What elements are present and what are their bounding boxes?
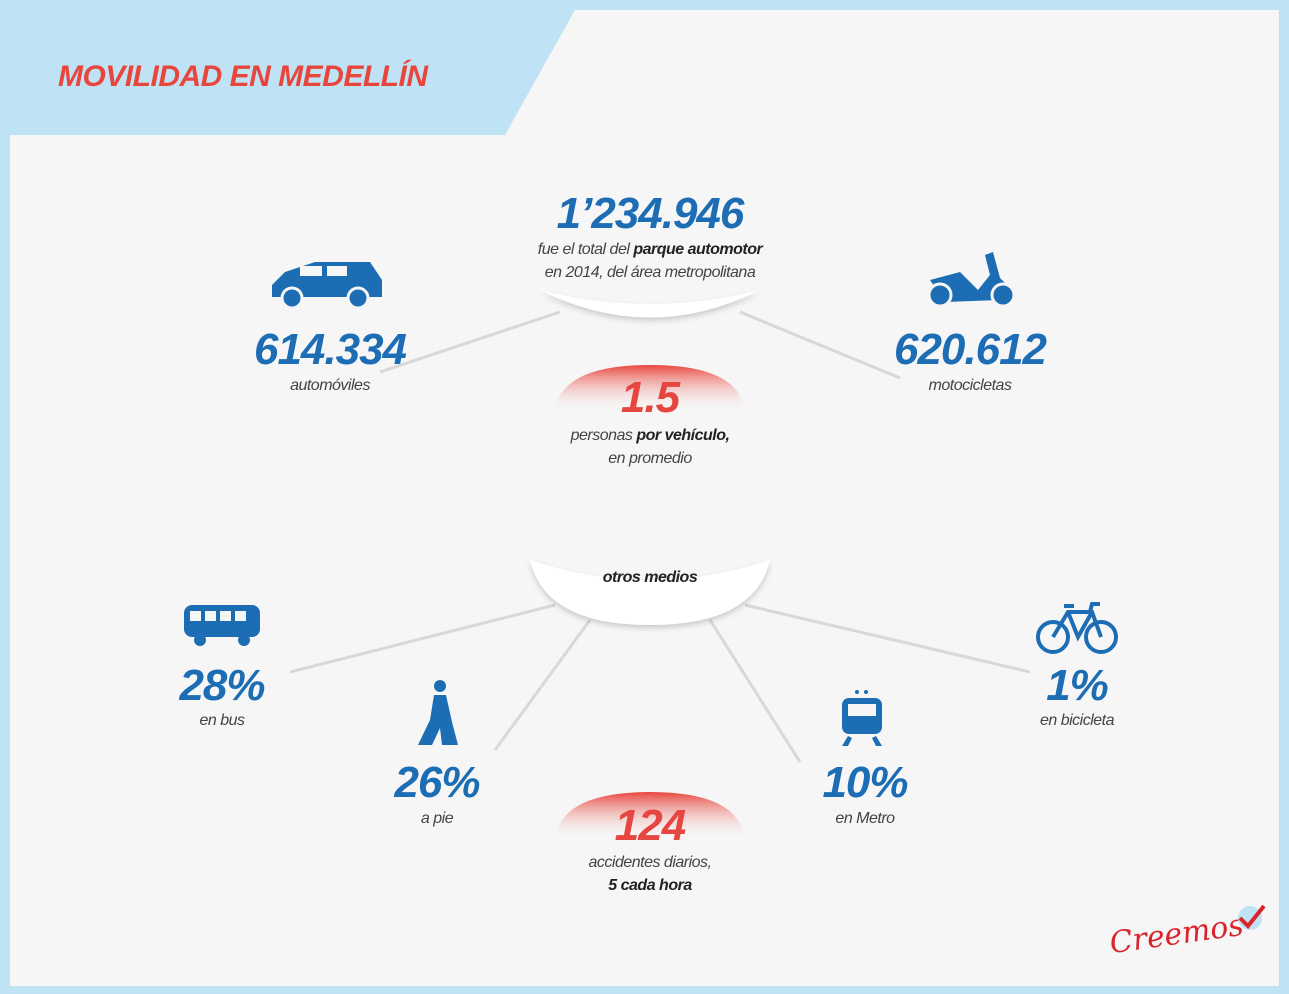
motorcycle-icon [927, 252, 1016, 308]
bus-icon [184, 605, 260, 646]
hub-top [540, 290, 760, 318]
cars-label: automóviles [290, 377, 370, 394]
caption-bold: por vehículo, [635, 427, 729, 444]
total-caption: fue el total del parque automotor [538, 241, 764, 258]
cars-number: 614.334 [254, 325, 407, 374]
car-icon [272, 262, 382, 310]
accidents-caption-2: 5 cada hora [608, 877, 692, 894]
header-band [10, 10, 575, 135]
mode-label: a pie [421, 810, 454, 827]
caption-part: personas [570, 427, 637, 444]
brand-check [1238, 904, 1266, 929]
caption-part: fue el total del [538, 241, 634, 258]
total-caption-2: en 2014, del área metropolitana [545, 264, 756, 281]
ratio-caption: personas por vehículo, [570, 427, 730, 444]
hub-bottom [530, 560, 770, 625]
ratio-number: 1.5 [621, 373, 681, 422]
metro-icon [842, 690, 882, 746]
rays [289, 310, 1031, 763]
ratio-caption-2: en promedio [608, 450, 692, 467]
others-title: otros medios [603, 569, 698, 586]
bicycle-icon [1036, 602, 1118, 654]
motorcycles-label: motocicletas [929, 377, 1012, 394]
title: MOVILIDAD EN MEDELLÍN [58, 59, 429, 93]
dome-accidents [555, 792, 745, 840]
accidents-caption: accidentes diarios, [588, 854, 711, 871]
caption-bold: parque automotor [632, 241, 763, 258]
mode-value: 26% [393, 758, 479, 807]
mode-label: en bicicleta [1040, 712, 1115, 729]
motorcycles-number: 620.612 [894, 325, 1048, 374]
mode-value: 10% [822, 758, 907, 807]
dome-ratio [555, 365, 745, 412]
mode-label: en bus [199, 712, 245, 729]
mode-label: en Metro [835, 810, 895, 827]
accidents-number: 124 [615, 801, 686, 850]
total-number: 1’234.946 [557, 189, 745, 238]
mode-value: 28% [178, 661, 264, 710]
mode-value: 1% [1046, 661, 1108, 710]
walker-icon [418, 680, 458, 745]
